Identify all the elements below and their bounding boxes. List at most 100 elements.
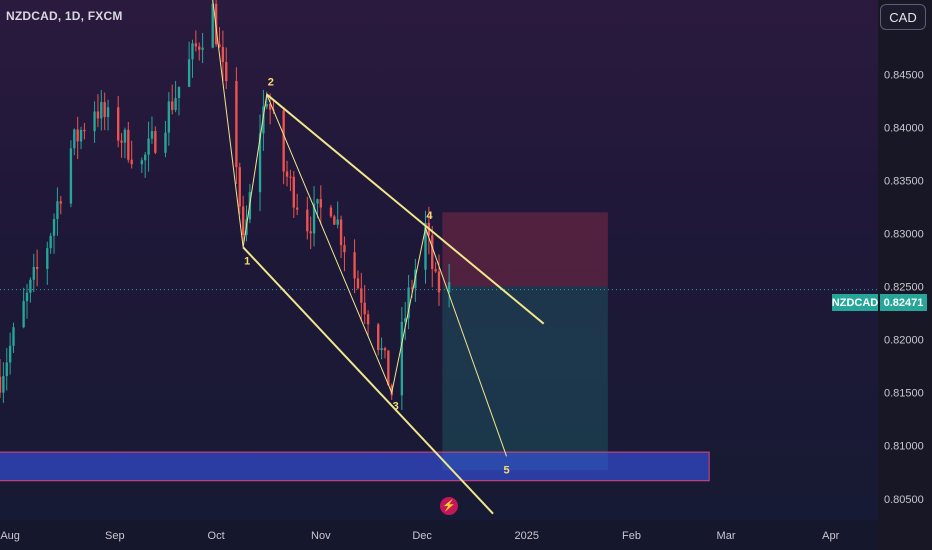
- candle-body: [225, 62, 228, 82]
- candle-body: [164, 132, 167, 153]
- x-tick-label: Dec: [412, 530, 432, 542]
- candle-body: [424, 222, 427, 270]
- x-tick-label: Sep: [105, 530, 125, 542]
- candle-body: [79, 129, 83, 142]
- candle-body: [360, 288, 363, 303]
- wave-label-1: 1: [244, 255, 250, 267]
- candle-body: [292, 176, 295, 208]
- candle-body: [194, 43, 198, 47]
- candle-body: [22, 301, 25, 328]
- y-tick-label: 0.81000: [884, 441, 924, 453]
- candle-body: [76, 129, 79, 142]
- y-tick-label: 0.83500: [884, 175, 924, 187]
- candle-body: [238, 167, 241, 207]
- y-tick-label: 0.84000: [884, 122, 924, 134]
- candle-body: [333, 216, 336, 225]
- candle-body: [144, 154, 147, 161]
- candle-body: [96, 111, 100, 119]
- candle-body: [407, 287, 410, 319]
- stop-loss-zone: [442, 212, 608, 287]
- y-tick-label: 0.80500: [884, 494, 924, 506]
- candle-body: [154, 131, 157, 153]
- y-tick-label: 0.82500: [884, 282, 924, 294]
- candle-body: [336, 219, 339, 225]
- candle-body: [46, 248, 49, 269]
- candle-body: [29, 279, 32, 293]
- x-tick-label: 2025: [515, 530, 539, 542]
- candle-body: [285, 171, 289, 177]
- candle-body: [140, 160, 144, 165]
- candle-body: [52, 219, 56, 236]
- candle-body: [356, 278, 360, 289]
- candle-body: [150, 131, 154, 139]
- candle-body: [289, 176, 292, 178]
- candle-body: [383, 348, 387, 351]
- currency-button[interactable]: CAD: [880, 4, 926, 30]
- candle-body: [404, 318, 407, 322]
- candle-body: [73, 129, 76, 149]
- candle-body: [100, 102, 103, 119]
- candle-body: [268, 104, 272, 110]
- x-tick-label: Apr: [822, 530, 839, 542]
- candle-body: [410, 287, 414, 289]
- candle-body: [35, 266, 39, 269]
- candle-body: [93, 111, 96, 132]
- candle-body: [59, 201, 62, 204]
- candle-body: [69, 148, 73, 204]
- candle-body: [56, 201, 59, 220]
- candle-body: [120, 140, 123, 143]
- candle-body: [167, 101, 171, 133]
- candle-body: [49, 235, 52, 249]
- y-tick-label: 0.82000: [884, 335, 924, 347]
- candle-body: [339, 219, 343, 246]
- wave-label-2: 2: [268, 76, 274, 88]
- candle-body: [316, 199, 319, 204]
- take-profit-zone: [442, 286, 608, 471]
- candle-body: [329, 207, 333, 217]
- last-price-value-tag: 0.82471: [880, 294, 927, 311]
- candle-body: [363, 302, 366, 315]
- candle-body: [262, 106, 265, 134]
- candle-body: [2, 376, 5, 393]
- candle-body: [211, 3, 214, 48]
- candle-body: [387, 350, 390, 386]
- candle-body: [8, 345, 12, 363]
- price-axis-panel: [878, 0, 932, 550]
- candle-body: [198, 46, 201, 50]
- x-tick-label: Feb: [622, 530, 641, 542]
- wave-label-5: 5: [503, 464, 509, 476]
- candle-body: [431, 235, 434, 270]
- x-tick-label: Nov: [311, 530, 331, 542]
- y-tick-label: 0.83000: [884, 228, 924, 240]
- candle-body: [366, 314, 370, 325]
- candle-body: [25, 292, 29, 302]
- candle-body: [117, 107, 120, 141]
- candle-body: [103, 102, 106, 117]
- candle-body: [306, 209, 309, 232]
- candle-body: [147, 138, 150, 155]
- candle-body: [191, 43, 194, 60]
- candle-body: [12, 327, 15, 346]
- candle-body: [295, 207, 299, 210]
- candle-body: [127, 129, 130, 160]
- candle-body: [258, 133, 262, 193]
- x-tick-label: Aug: [0, 530, 20, 542]
- candle-body: [0, 376, 2, 393]
- lightning-icon[interactable]: ⚡: [440, 497, 458, 515]
- x-tick-label: Mar: [717, 530, 736, 542]
- y-tick-label: 0.81500: [884, 388, 924, 400]
- candle-body: [235, 81, 238, 168]
- upper-channel-line: [266, 93, 545, 325]
- candle-body: [380, 348, 383, 351]
- symbol-title: NZDCAD, 1D, FXCM: [6, 9, 123, 23]
- candle-body: [5, 362, 8, 377]
- candle-body: [83, 129, 86, 132]
- candle-body: [343, 245, 346, 253]
- candle-body: [265, 104, 268, 107]
- candle-body: [353, 252, 356, 279]
- time-axis-panel: [0, 520, 878, 550]
- candle-body: [218, 44, 221, 48]
- x-tick-label: Oct: [208, 530, 225, 542]
- candle-body: [201, 47, 204, 50]
